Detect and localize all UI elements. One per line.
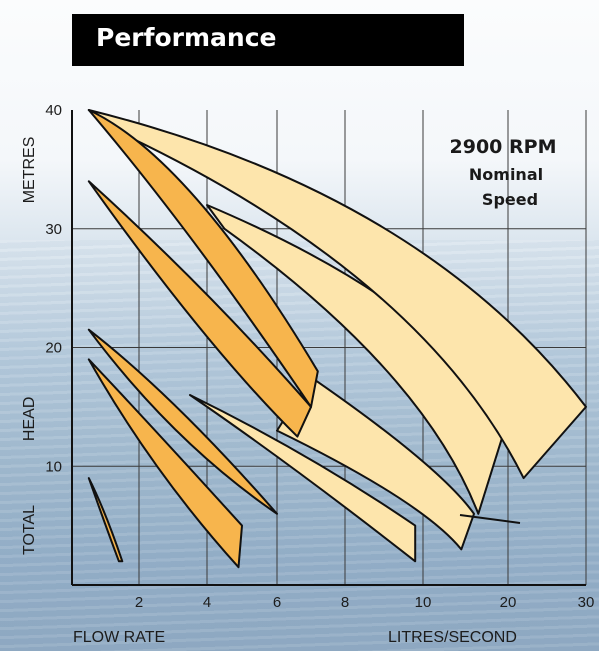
- performance-curve-low-0: [87, 477, 124, 563]
- annotation-pointer: [459, 514, 521, 524]
- performance-curve-high-8: [87, 109, 587, 480]
- performance-curve-low-4: [87, 109, 319, 408]
- x-tick-label: 6: [273, 594, 281, 611]
- x-tick-label: 8: [341, 594, 349, 611]
- x-tick-label: 2: [135, 594, 143, 611]
- y-axis-label: TOTAL HEAD METRES: [21, 137, 39, 555]
- speed-annotation: 2900 RPM Nominal Speed: [450, 136, 557, 209]
- page-title: Performance: [96, 23, 277, 52]
- x-tick-label: 20: [500, 594, 517, 611]
- annotation-speed: Speed: [482, 190, 538, 209]
- y-axis-label-secondary: TOTAL HEAD: [21, 396, 38, 555]
- performance-curve-high-5: [189, 394, 417, 563]
- performance-curve-low-3: [87, 180, 312, 438]
- y-tick-label: 40: [45, 102, 62, 119]
- x-axis-unit-label: LITRES/SECOND: [388, 629, 517, 646]
- y-axis-label-primary: METRES: [21, 136, 38, 204]
- annotation-rpm: 2900 RPM: [450, 136, 557, 158]
- annotation-nominal: Nominal: [469, 165, 543, 184]
- x-tick-label: 4: [203, 594, 211, 611]
- x-tick-label: 10: [415, 594, 432, 611]
- x-axis-label: FLOW RATE: [73, 629, 166, 646]
- performance-curve-high-6: [276, 376, 475, 551]
- performance-curve-low-2: [87, 328, 278, 515]
- y-tick-label: 10: [45, 458, 62, 475]
- y-tick-label: 20: [45, 340, 62, 357]
- title-bar: Performance: [72, 14, 464, 66]
- y-tick-label: 30: [45, 221, 62, 238]
- chart-axes: 10 20 30 40 2 4 6 8 10 20 30: [45, 102, 594, 611]
- x-tick-label: 30: [578, 594, 595, 611]
- performance-curves: [87, 109, 587, 569]
- performance-curve-low-1: [87, 358, 243, 569]
